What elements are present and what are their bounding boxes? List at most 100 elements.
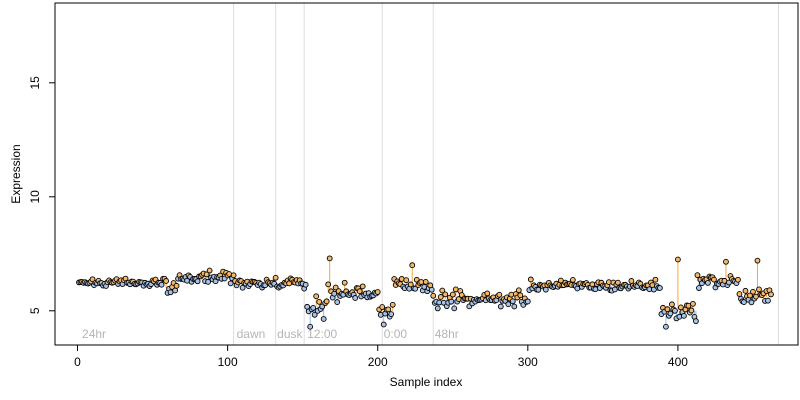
data-point	[341, 279, 348, 286]
data-point	[307, 323, 314, 330]
data-point	[497, 303, 504, 310]
data-point	[675, 256, 681, 263]
data-point	[517, 292, 524, 299]
data-point	[723, 258, 729, 265]
data-point	[754, 257, 761, 264]
data-point	[230, 272, 237, 279]
data-point	[765, 297, 771, 304]
data-point	[496, 291, 503, 298]
data-point	[323, 298, 330, 305]
data-point	[515, 287, 522, 294]
y-tick-label: 15	[28, 76, 42, 90]
data-point	[412, 285, 419, 292]
guide-lines	[233, 3, 779, 345]
data-point	[748, 299, 755, 306]
data-point	[227, 280, 234, 287]
x-axis-title: Sample index	[390, 375, 463, 389]
data-point	[756, 286, 762, 293]
data-point	[319, 303, 326, 310]
x-tick-label: 100	[218, 355, 238, 369]
data-point	[163, 278, 169, 284]
data-point	[374, 289, 381, 295]
data-point	[205, 278, 212, 285]
annotation-label: 48hr	[435, 327, 459, 341]
data-point	[667, 310, 674, 317]
data-point	[310, 304, 317, 311]
data-point	[735, 276, 741, 283]
data-point	[172, 287, 178, 294]
data-point	[524, 298, 531, 305]
y-axis-title: Expression	[9, 144, 23, 203]
data-point	[316, 298, 323, 305]
data-point	[437, 294, 444, 300]
data-point	[158, 281, 165, 288]
data-point	[313, 293, 320, 300]
data-point	[696, 285, 702, 291]
data-point	[681, 312, 687, 319]
x-tick-label: 0	[74, 355, 81, 369]
y-tick-label: 10	[28, 190, 42, 204]
data-point	[439, 287, 446, 294]
data-point	[311, 311, 318, 318]
data-point	[326, 255, 333, 262]
x-tick-label: 300	[518, 355, 538, 369]
data-point	[688, 307, 695, 314]
data-point	[614, 279, 621, 286]
annotation-label: 24hr	[82, 327, 106, 341]
data-point	[449, 291, 456, 298]
data-point	[535, 286, 542, 293]
data-point	[206, 267, 213, 274]
data-point	[505, 301, 512, 308]
data-point	[388, 311, 395, 318]
data-point	[442, 291, 449, 298]
data-point	[664, 306, 671, 313]
data-point	[527, 276, 534, 283]
data-points	[76, 255, 774, 330]
data-point	[628, 278, 635, 284]
data-point	[332, 284, 339, 291]
data-point	[768, 291, 774, 298]
data-point	[356, 288, 363, 295]
data-point	[430, 292, 437, 299]
annotation-label: 12:00	[307, 327, 337, 341]
data-point	[750, 288, 756, 295]
data-point	[672, 307, 678, 314]
data-point	[380, 321, 387, 328]
data-point	[194, 278, 201, 285]
y-tick-label: 5	[28, 307, 42, 314]
data-point	[385, 306, 392, 313]
data-point	[403, 277, 410, 284]
data-point	[742, 287, 749, 294]
annotation-label: dusk	[277, 327, 303, 341]
data-point	[652, 276, 659, 283]
data-point	[705, 280, 711, 286]
data-point	[693, 318, 699, 325]
data-point	[325, 281, 332, 288]
data-point	[657, 285, 663, 291]
x-tick-label: 200	[368, 355, 388, 369]
data-point	[669, 301, 675, 308]
data-point	[379, 304, 386, 310]
data-point	[747, 292, 753, 299]
data-point	[676, 313, 683, 320]
annotations: 24hr dawn dusk 12:00 0:00 48hr	[82, 327, 459, 341]
annotation-label: dawn	[237, 327, 266, 341]
data-point	[89, 276, 96, 283]
data-point	[422, 279, 429, 285]
data-point	[663, 323, 669, 330]
data-point	[173, 282, 180, 289]
data-point	[711, 276, 717, 283]
data-point	[434, 305, 441, 312]
data-point	[451, 305, 458, 312]
data-point	[203, 271, 210, 278]
annotation-label: 0:00	[384, 327, 408, 341]
data-point	[428, 286, 435, 293]
data-point	[334, 299, 341, 305]
data-point	[359, 283, 366, 290]
data-point	[741, 299, 747, 305]
data-point	[511, 303, 518, 310]
data-point	[484, 290, 491, 297]
data-point	[736, 291, 743, 297]
